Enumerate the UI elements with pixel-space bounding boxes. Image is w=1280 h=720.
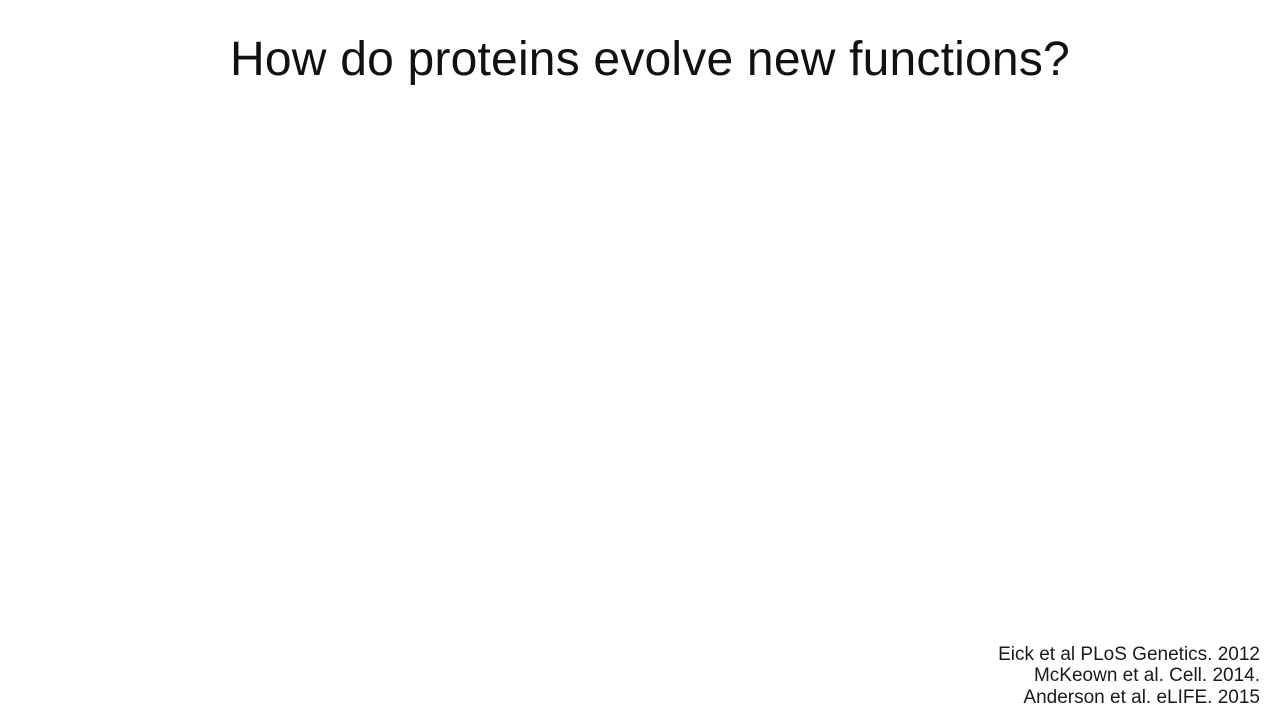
reference-mckeown-2014: McKeown et al. Cell. 2014. bbox=[1033, 665, 1260, 686]
reference-eick-2012: Eick et al PLoS Genetics. 2012 bbox=[998, 643, 1260, 665]
slide-title: How do proteins evolve new functions? bbox=[230, 33, 1070, 86]
reference-anderson-2015: Anderson et al. eLIFE. 2015 bbox=[1023, 686, 1260, 708]
references-block: Eick et al PLoS Genetics. 2012 McKeown e… bbox=[998, 644, 1260, 709]
